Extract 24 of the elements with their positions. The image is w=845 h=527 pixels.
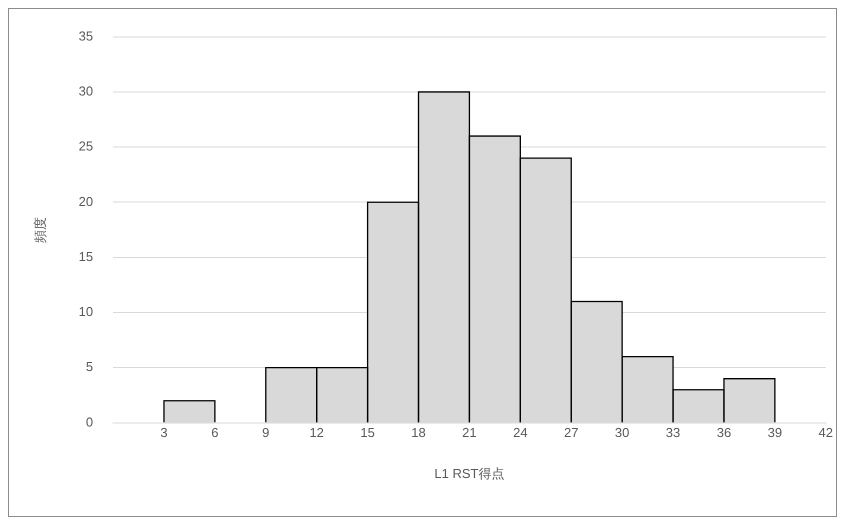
- x-tick-label: 42: [818, 425, 834, 440]
- x-tick-label: 12: [309, 425, 324, 440]
- x-tick-label: 24: [513, 425, 528, 440]
- x-tick-label: 30: [614, 425, 630, 440]
- y-tick-label: 15: [78, 248, 94, 264]
- x-axis-title: L1 RST得点: [434, 466, 504, 481]
- y-tick-label: 10: [78, 304, 94, 320]
- y-tick-label: 25: [78, 138, 94, 154]
- x-tick-label: 21: [462, 425, 477, 440]
- x-tick-label: 6: [211, 425, 218, 440]
- x-tick-label: 15: [360, 425, 375, 440]
- y-tick-label: 0: [86, 414, 94, 430]
- x-tick-label: 18: [411, 425, 426, 440]
- y-axis-title: 頻度: [32, 216, 48, 243]
- y-tick-label: 20: [78, 194, 94, 209]
- x-tick-label: 9: [262, 425, 270, 440]
- y-tick-label: 5: [86, 359, 94, 374]
- x-tick-label: 27: [564, 425, 578, 440]
- y-tick-label: 35: [78, 28, 94, 44]
- x-tick-label: 33: [666, 425, 680, 440]
- x-tick-label: 39: [768, 425, 782, 440]
- x-tick-label: 36: [716, 425, 732, 440]
- y-tick-label: 30: [78, 84, 94, 99]
- x-tick-label: 3: [160, 425, 168, 440]
